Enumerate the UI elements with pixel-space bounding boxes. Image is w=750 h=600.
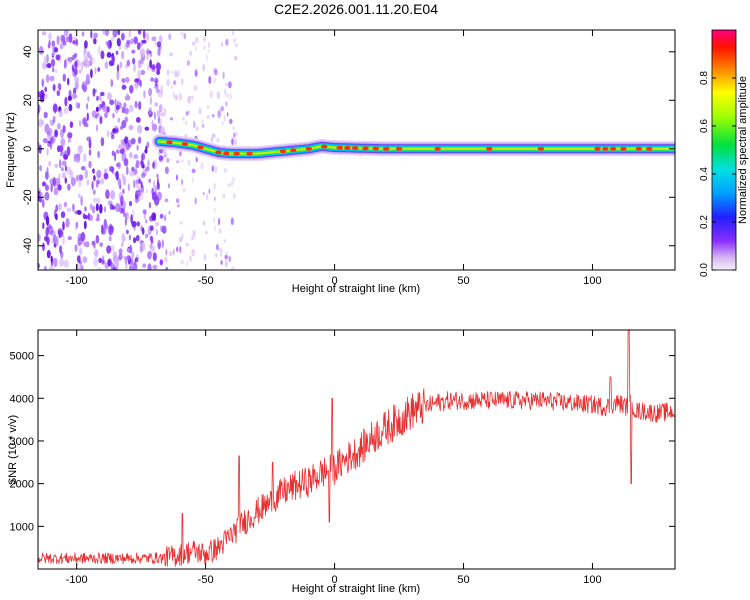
signal-hotspot [246,151,253,156]
spectrogram-frame [37,29,676,271]
signal-hotspot [336,145,343,150]
bottom-y-tick-label: 1000 [10,521,34,533]
chart-title: C2E2.2026.001.11.20.E04 [274,1,438,17]
bottom-y-axis-label: SNR (10 * v/v) [7,415,19,485]
top-y-tick-label: 20 [22,94,34,106]
signal-hotspot [486,146,493,151]
signal-hotspot [197,145,204,150]
top-y-tick-label: -20 [22,189,34,205]
snr-series-line [38,330,675,567]
signal-hotspot [321,144,328,149]
bottom-y-tick-label: 4000 [10,393,34,405]
top-y-axis-label: Frequency (Hz) [5,112,17,188]
bottom-x-tick-label: 0 [332,574,338,586]
signal-hotspot [646,146,653,151]
signal-hotspot [609,146,617,151]
colorbar-label: Normalized spectral amplitude [737,76,749,224]
signal-hotspot [181,142,189,147]
signal-hotspot [215,150,222,155]
signal-hotspot [620,146,627,151]
signal-hotspot [290,148,297,153]
bottom-x-tick-label: 50 [457,574,469,586]
signal-hotspot [166,140,173,145]
signal-hotspot [635,146,643,151]
top-x-tick-label: 50 [457,275,469,287]
signal-band [151,134,675,162]
signal-hotspot [344,145,351,150]
signal-hotspot [383,146,390,151]
signal-hotspot [352,146,359,151]
signal-hotspot [223,151,230,156]
snr-panel: -100 -50 0 50 100 1000 2000 3000 4000 5000 [10,329,676,586]
signal-hotspot [362,146,369,151]
noise-speckle [38,30,167,270]
colorbar-tick-label: 0.6 [699,119,710,133]
colorbar-tick-label: 0.4 [699,167,710,181]
colorbar-tick-label: 0.8 [699,71,710,85]
signal-hotspots [166,140,653,156]
snr-frame [37,329,676,570]
top-x-tick-label: 100 [583,275,601,287]
bottom-y-tick-label: 3000 [10,436,34,448]
bottom-x-tick-label: -50 [198,574,214,586]
top-y-tick-label: 40 [22,46,34,58]
signal-hotspot [434,146,441,151]
signal-hotspot [602,146,609,151]
spectrogram-panel: -100 -50 0 50 100 40 20 0 -20 -40 [22,29,676,287]
signal-hotspot [537,146,545,151]
bottom-y-tick-label: 5000 [10,351,34,363]
bottom-x-tick-label: -100 [66,574,88,586]
top-x-tick-label: -100 [66,275,88,287]
signal-hotspot [594,146,601,151]
colorbar: 0.0 0.2 0.4 0.6 0.8 Normalized spectral ampl… [699,29,749,277]
bottom-x-tick-label: 100 [583,574,601,586]
signal-hotspot [395,146,403,151]
top-y-tick-label: -40 [22,238,34,254]
signal-hotspot [372,146,379,151]
top-x-axis-label: Height of straight line (km) [292,283,420,295]
top-x-tick-label: 0 [332,275,338,287]
signal-hotspot [233,151,240,156]
top-y-tick-label: 0 [22,146,34,152]
sparse-noise [162,31,239,270]
colorbar-gradient [711,29,737,271]
colorbar-tick-label: 0.0 [699,263,710,277]
signal-hotspot [279,149,287,154]
signal-hotspot [305,146,312,151]
colorbar-tick-label: 0.2 [699,215,710,229]
bottom-y-tick-label: 2000 [10,479,34,491]
bottom-x-axis-label: Height of straight line (km) [292,583,420,595]
top-x-tick-label: -50 [198,275,214,287]
